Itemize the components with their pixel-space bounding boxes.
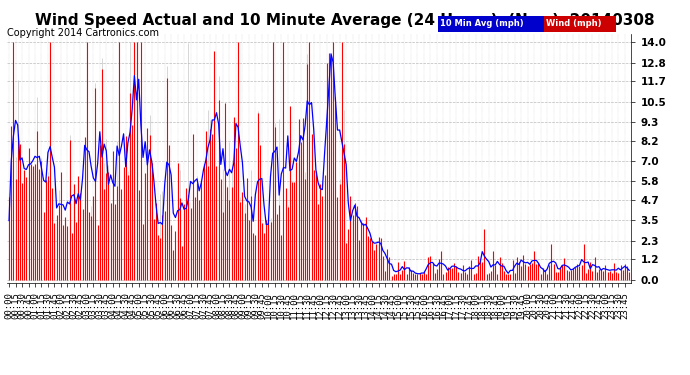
- Text: Wind (mph): Wind (mph): [546, 19, 602, 28]
- Text: Copyright 2014 Cartronics.com: Copyright 2014 Cartronics.com: [7, 28, 159, 38]
- Text: 10 Min Avg (mph): 10 Min Avg (mph): [440, 19, 524, 28]
- Text: Wind Speed Actual and 10 Minute Average (24 Hours)  (New)  20140308: Wind Speed Actual and 10 Minute Average …: [35, 13, 655, 28]
